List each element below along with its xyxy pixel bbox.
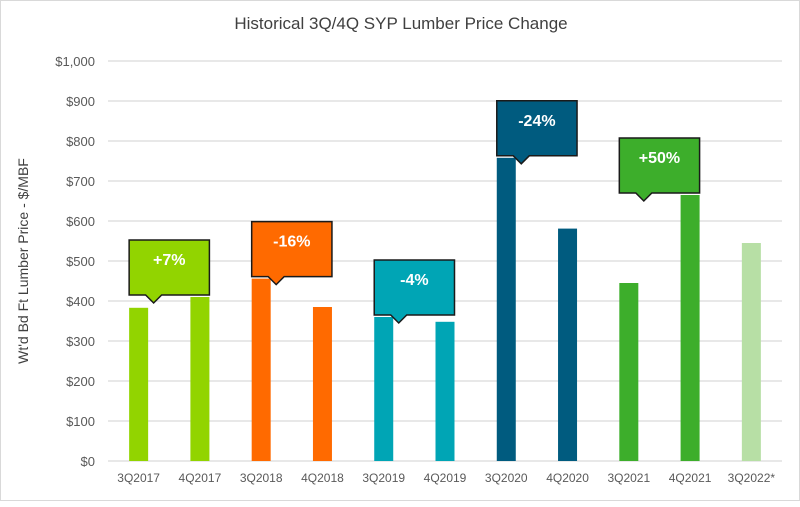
bar-4q2017 (190, 297, 210, 461)
y-tick-label: $600 (66, 214, 95, 229)
bar-3q2022 (741, 243, 761, 461)
bar-4q2018 (312, 307, 332, 461)
callout-1: -16% (250, 220, 333, 286)
bar-3q2020 (496, 157, 516, 462)
y-tick-label: $1,000 (55, 54, 95, 69)
y-tick-label: $900 (66, 94, 95, 109)
callout-4: +50% (618, 137, 701, 203)
y-tick-label: $800 (66, 134, 95, 149)
bar-4q2019 (435, 321, 455, 461)
x-tick-label: 3Q2021 (607, 471, 650, 485)
callout-label: -16% (273, 234, 310, 251)
y-tick-label: $300 (66, 334, 95, 349)
y-axis-label: Wt'd Bd Ft Lumber Price - $/MBF (15, 158, 31, 364)
y-tick-label: $100 (66, 414, 95, 429)
x-tick-label: 4Q2021 (669, 471, 712, 485)
y-tick-label: $500 (66, 254, 95, 269)
bar-3q2021 (619, 283, 639, 461)
bar-4q2020 (558, 228, 578, 461)
x-tick-label: 4Q2020 (546, 471, 589, 485)
callout-box (128, 239, 211, 305)
x-tick-label: 4Q2017 (179, 471, 222, 485)
y-tick-label: $200 (66, 374, 95, 389)
callout-2: -4% (373, 259, 456, 325)
callout-label: +7% (153, 252, 185, 269)
callout-label: -24% (518, 113, 555, 130)
bar-3q2017 (129, 307, 149, 461)
bar-3q2018 (251, 278, 271, 461)
x-tick-label: 4Q2019 (424, 471, 467, 485)
x-tick-label: 3Q2022* (728, 471, 776, 485)
callout-label: -4% (400, 272, 428, 289)
callout-box (373, 259, 456, 325)
bar-3q2019 (374, 317, 394, 461)
x-tick-label: 3Q2019 (362, 471, 405, 485)
callout-box (496, 100, 578, 165)
y-tick-label: $700 (66, 174, 95, 189)
callout-label: +50% (639, 150, 680, 167)
x-tick-label: 4Q2018 (301, 471, 344, 485)
callout-box (618, 137, 701, 203)
x-tick-label: 3Q2017 (117, 471, 160, 485)
x-tick-label: 3Q2020 (485, 471, 528, 485)
callout-3: -24% (496, 100, 578, 165)
chart-title: Historical 3Q/4Q SYP Lumber Price Change (234, 14, 567, 33)
y-tick-label: $400 (66, 294, 95, 309)
callout-0: +7% (128, 239, 211, 305)
x-tick-label: 3Q2018 (240, 471, 283, 485)
bar-4q2021 (680, 195, 700, 461)
callout-box (250, 220, 333, 286)
y-tick-label: $0 (81, 454, 95, 469)
